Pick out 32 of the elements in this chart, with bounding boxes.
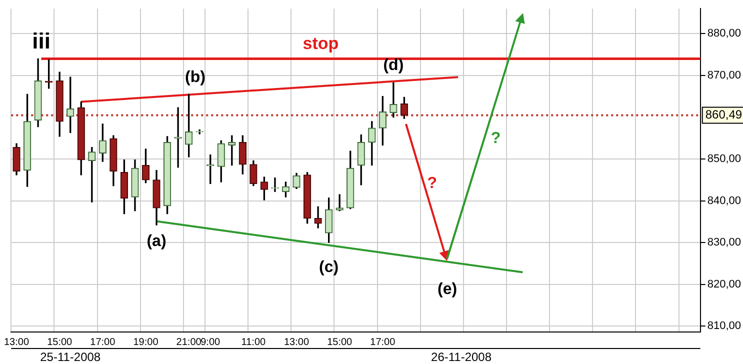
x-tick-label: 15:00 — [327, 336, 353, 348]
annotation: ? — [490, 130, 501, 147]
x-tick-label: 13:00 — [284, 336, 310, 348]
x-tick-label: 19:00 — [133, 336, 159, 348]
y-tick-label: 820,00 — [707, 278, 742, 290]
annotation: (e) — [438, 280, 458, 298]
annotation: (d) — [383, 57, 404, 74]
candlestick — [271, 177, 279, 192]
y-tick-label: 810,00 — [707, 320, 742, 332]
x-tick-label: 15:00 — [47, 336, 73, 348]
y-tick-label: 840,00 — [707, 194, 742, 207]
annotation: (a) — [146, 233, 166, 250]
candlestick — [314, 206, 322, 228]
annotation: ? — [427, 175, 438, 192]
ref-line-label: 860,49 — [705, 108, 742, 122]
text: 26-11-2008 — [431, 350, 492, 364]
annotation: iii — [32, 28, 50, 54]
annotation: (b) — [185, 69, 206, 86]
y-tick-label: 870,00 — [707, 69, 742, 82]
x-tick-label: 13:00 — [4, 336, 30, 348]
text: 25-11-2008 — [40, 350, 101, 364]
x-tick-label: 9:00 — [200, 336, 221, 348]
x-tick-label: 21:00 — [176, 336, 202, 348]
y-tick-label: 830,00 — [707, 236, 742, 249]
ref-line-label: stop — [302, 34, 339, 53]
x-tick-label: 11:00 — [241, 336, 266, 348]
x-tick-label: 17:00 — [370, 336, 396, 348]
candlestick — [390, 82, 398, 118]
x-tick-label: 17:00 — [90, 336, 116, 348]
y-tick-label: 850,00 — [707, 153, 742, 166]
y-tick-label: 880,00 — [707, 28, 742, 40]
annotation: (c) — [319, 259, 339, 276]
